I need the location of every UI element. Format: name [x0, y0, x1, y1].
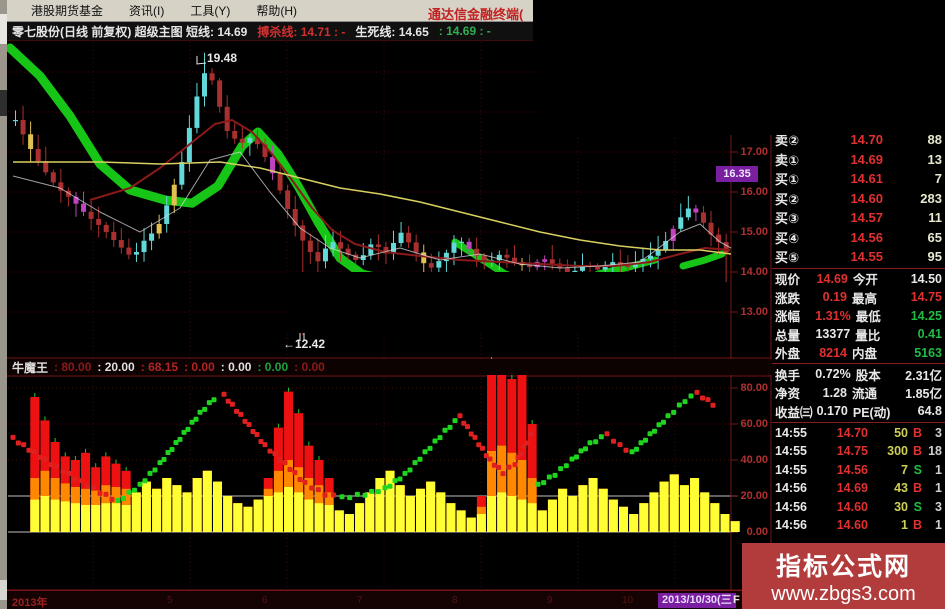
month-tick-label: 10 — [622, 595, 634, 606]
watermark-title: 指标公式网 — [775, 552, 911, 581]
price-axis-label: 17.00 — [740, 146, 768, 158]
indicator-value-segment: : 0.00 — [220, 360, 252, 374]
window-edge-strip — [0, 0, 7, 609]
title-segment: 搏杀线: 14.71 : - — [257, 24, 346, 39]
indicator-value-segment: : 0.00 — [184, 360, 215, 374]
tick-row: 14:55 14.75 300 B 18 — [775, 444, 942, 459]
stat-row: 收益㈢ 0.170 PE(动) 64.8 — [775, 404, 942, 420]
stat-row: 净资 1.28 流通 1.85亿 — [775, 385, 942, 402]
stat-row: 外盘 8214 内盘 5163 — [775, 345, 942, 362]
tick-row: 14:55 14.70 50 B 3 — [775, 425, 942, 440]
stat-row: 涨幅 1.31% 最低 14.25 — [775, 308, 942, 325]
price-axis-label: 15.00 — [740, 226, 768, 238]
month-tick-label: 8 — [452, 595, 458, 606]
indicator-axis-label: 0.00 — [746, 526, 768, 538]
indicator-value-segment: : 80.00 — [54, 360, 92, 374]
redaction-box-chart — [285, 272, 658, 333]
indicator-axis-label: 40.00 — [740, 454, 768, 466]
order-book-row[interactable]: 买④ 14.56 65 — [775, 229, 942, 246]
watermark-box: 指标公式网 www.zbgs3.com — [742, 543, 945, 609]
title-segment: : 14.69 : - — [438, 24, 491, 38]
f-label: F — [733, 594, 740, 606]
indicator-axis-label: 20.00 — [740, 490, 768, 502]
edge-notch — [0, 90, 7, 116]
high-annotation: 19.48 — [207, 51, 238, 65]
tick-row: 14:56 14.60 30 S 3 — [775, 499, 942, 514]
edge-notch — [0, 14, 7, 44]
price-axis-label: 14.00 — [740, 266, 768, 278]
indicator-value-segment: : 0.00 — [257, 360, 289, 374]
month-tick-label: 9 — [547, 595, 553, 606]
low-annotation: ←12.42 — [283, 337, 326, 351]
title-segment: 零七股份(日线 前复权) 超级主图 短线: 14.69 — [12, 24, 248, 39]
menu-item-help[interactable]: 帮助(H) — [256, 4, 298, 18]
edge-notch — [0, 580, 7, 600]
order-book-row[interactable]: 买⑤ 14.55 95 — [775, 249, 942, 266]
order-book-row[interactable]: 买③ 14.57 11 — [775, 210, 942, 227]
price-marker-badge: 16.35 — [716, 166, 758, 182]
price-axis-label: 13.00 — [740, 306, 768, 318]
menu-item-tools[interactable]: 工具(Y) — [190, 4, 231, 18]
tick-row: 14:55 14.56 7 S 1 — [775, 462, 942, 477]
order-book-row[interactable]: 买② 14.60 283 — [775, 190, 942, 207]
stat-row: 换手 0.72% 股本 2.31亿 — [775, 367, 942, 383]
stat-row: 总量 13377 量比 0.41 — [775, 327, 942, 343]
indicator-value-segment: : 20.00 — [97, 360, 135, 374]
quote-panel: 卖② 14.70 88 卖① 14.69 13 买① 14.61 7 买② 14.60 283 买③ 14… — [772, 130, 945, 535]
stat-row: 现价 14.69 今开 14.50 — [775, 271, 942, 288]
menu-item-market[interactable]: 港股期货基金 — [31, 4, 104, 18]
date-badge: 2013/10/30(三 — [658, 593, 736, 608]
indicator-axis-label: 60.00 — [740, 418, 768, 430]
indicator-value-segment: 牛魔王 — [12, 360, 49, 375]
date-axis-bar: 2013年 2013/10/30(三 5 6 7 8 9 10 — [7, 590, 771, 609]
year-label: 2013年 — [12, 597, 48, 609]
stat-row: 涨跌 0.19 最高 14.75 — [775, 290, 942, 306]
watermark-url: www.zbgs3.com — [771, 582, 916, 605]
month-tick-label: 5 — [167, 595, 173, 606]
title-segment: 生死线: 14.65 — [355, 24, 429, 39]
tick-row: 14:56 14.60 1 B 1 — [775, 518, 942, 533]
redaction-box-top-right — [533, 0, 945, 135]
indicator-axis-label: 80.00 — [740, 382, 768, 394]
indicator-value-segment: : 0.00 — [294, 360, 325, 374]
price-axis-label: 16.00 — [740, 186, 768, 198]
month-tick-label: 6 — [262, 595, 268, 606]
month-tick-label: 7 — [357, 595, 363, 606]
order-book-row[interactable]: 买① 14.61 7 — [775, 171, 942, 188]
menu-item-info[interactable]: 资讯(I) — [129, 4, 165, 18]
order-book-row[interactable]: 卖① 14.69 13 — [775, 151, 942, 168]
indicator-header: 牛魔王 : 80.00 : 20.00 : 68.15 : 0.00 : 0.00 : 0.… — [7, 359, 776, 375]
tick-row: 14:56 14.69 43 B 1 — [775, 481, 942, 496]
order-book-row[interactable]: 卖② 14.70 88 — [775, 132, 942, 149]
indicator-value-segment: : 68.15 — [140, 360, 179, 374]
brand-label: 通达信金融终端( — [428, 7, 524, 22]
